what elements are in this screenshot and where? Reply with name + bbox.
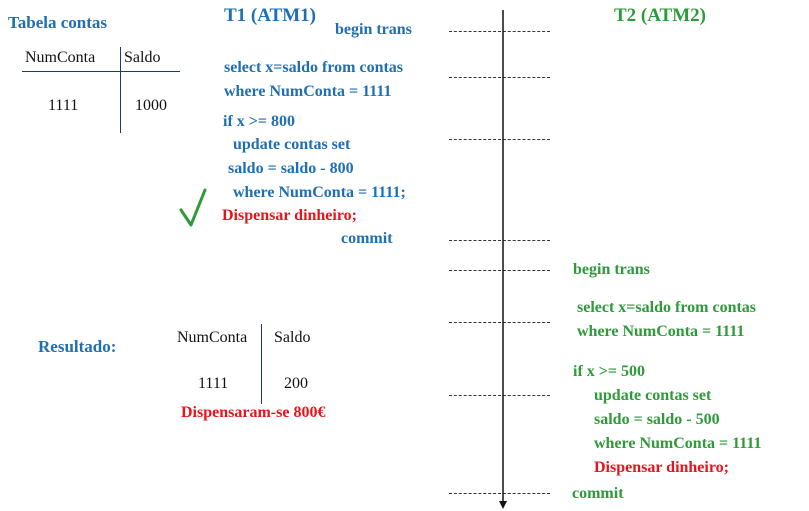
result-note: Dispensaram-se 800€ <box>181 404 326 421</box>
t2-line-begin: begin trans <box>573 261 650 278</box>
time-marker-3 <box>449 139 550 140</box>
time-marker-5 <box>449 270 550 271</box>
time-marker-6 <box>449 322 550 323</box>
t2-line-commit: commit <box>572 485 624 502</box>
table-before-header-saldo: Saldo <box>124 49 161 66</box>
t1-line-saldo: saldo = saldo - 800 <box>228 160 354 177</box>
check-mark-icon <box>179 188 207 227</box>
result-cell-numconta: 1111 <box>198 375 229 392</box>
t1-line-if: if x >= 800 <box>223 113 296 130</box>
t1-begin-trans: begin trans <box>335 21 412 38</box>
table-before-cell-saldo: 1000 <box>135 97 167 114</box>
t1-line-dispensar: Dispensar dinheiro; <box>222 207 357 224</box>
t1-line-commit: commit <box>341 230 393 247</box>
result-header-numconta: NumConta <box>177 329 248 346</box>
t1-line-where-update: where NumConta = 1111; <box>233 184 406 201</box>
t1-line-update: update contas set <box>233 136 351 153</box>
table-before-header-rule <box>22 71 180 72</box>
t2-line-if: if x >= 500 <box>573 363 646 380</box>
result-label: Resultado: <box>38 337 117 356</box>
t2-line-where-update: where NumConta = 1111 <box>594 435 762 452</box>
time-marker-8 <box>449 493 550 494</box>
time-marker-7 <box>449 395 550 396</box>
t2-line-saldo: saldo = saldo - 500 <box>594 411 720 428</box>
time-marker-4 <box>449 240 550 241</box>
time-marker-2 <box>449 77 550 78</box>
result-header-saldo: Saldo <box>274 329 311 346</box>
t2-line-select: select x=saldo from contas <box>577 299 757 316</box>
result-column-rule <box>261 324 262 404</box>
t1-line-select: select x=saldo from contas <box>224 59 404 76</box>
t2-title: T2 (ATM2) <box>614 5 706 26</box>
table-before-header-numconta: NumConta <box>25 49 96 66</box>
result-cell-saldo: 200 <box>284 375 308 392</box>
table-before-title: Tabela contas <box>8 13 108 32</box>
table-before-cell-numconta: 1111 <box>48 97 79 114</box>
table-before-column-rule <box>120 47 121 133</box>
t1-line-where: where NumConta = 1111 <box>224 83 392 100</box>
t2-line-where: where NumConta = 1111 <box>577 323 745 340</box>
time-marker-1 <box>449 31 550 32</box>
timeline-arrow-icon <box>499 10 507 509</box>
t2-line-dispensar: Dispensar dinheiro; <box>594 459 729 476</box>
t2-line-update: update contas set <box>594 387 712 404</box>
t1-title: T1 (ATM1) <box>224 5 316 26</box>
